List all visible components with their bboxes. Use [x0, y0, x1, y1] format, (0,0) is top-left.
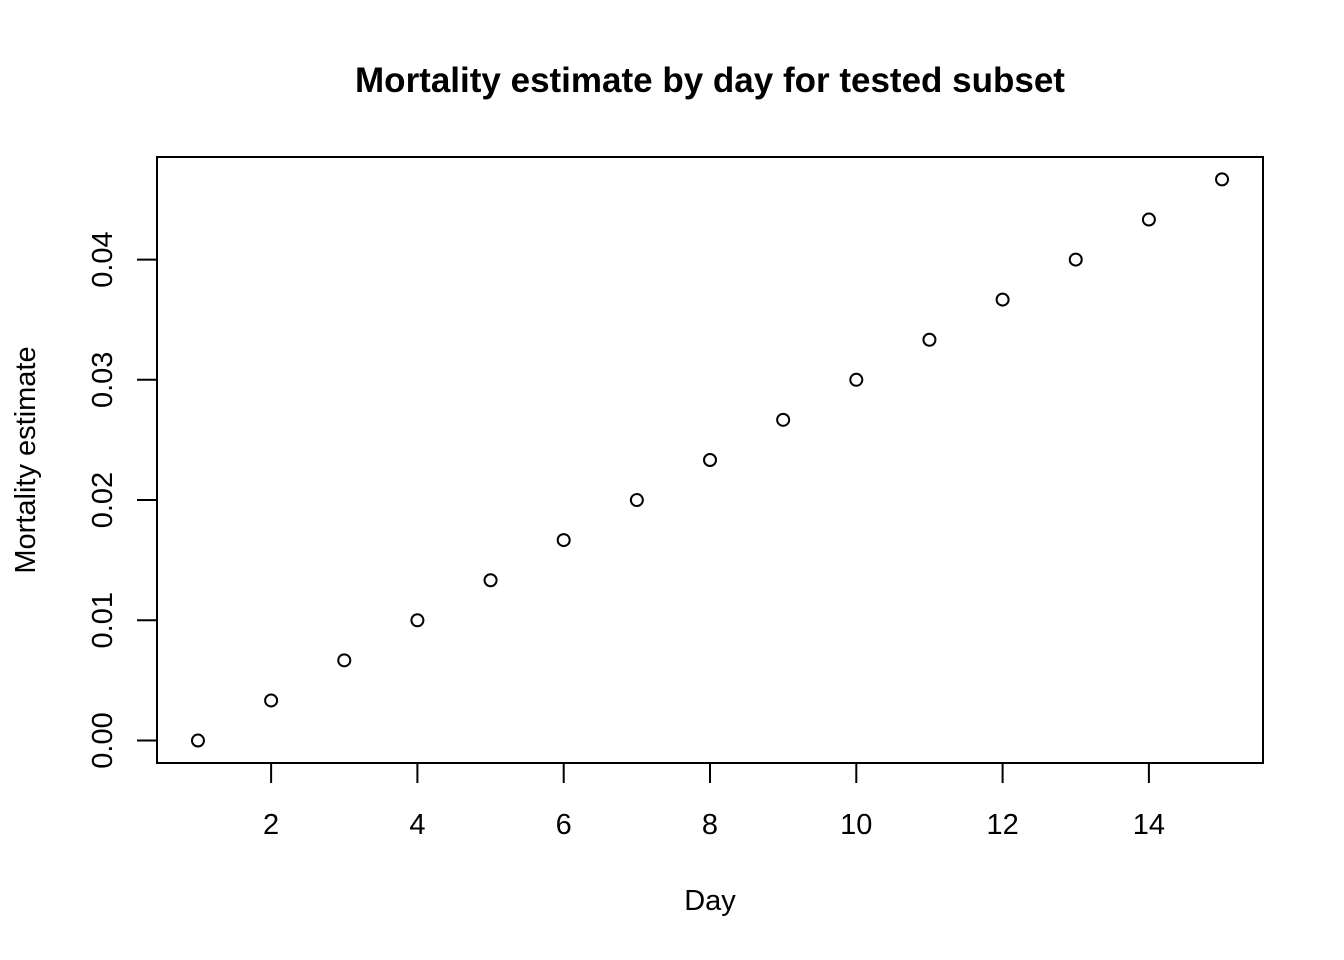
data-point — [483, 573, 498, 588]
data-point — [1068, 252, 1083, 267]
data-point — [1215, 172, 1230, 187]
data-point — [337, 653, 352, 668]
x-tick-label: 12 — [986, 809, 1018, 841]
x-tick-label: 14 — [1133, 809, 1165, 841]
y-tick-label: 0.04 — [87, 231, 119, 287]
data-point — [629, 493, 644, 508]
y-tick-label: 0.00 — [87, 712, 119, 768]
x-tick-label: 6 — [556, 809, 572, 841]
data-point — [703, 453, 717, 467]
data-point — [190, 733, 205, 748]
x-tick-label: 2 — [263, 809, 279, 841]
y-axis-label: Mortality estimate — [10, 346, 42, 573]
data-point — [922, 332, 937, 347]
y-axis: 0.00 0.01 0.02 0.03 0.04 — [87, 231, 158, 769]
y-tick-label: 0.02 — [87, 472, 119, 528]
data-point — [264, 693, 279, 708]
x-tick-label: 10 — [840, 809, 872, 841]
chart-title: Mortality estimate by day for tested sub… — [355, 61, 1065, 100]
x-axis-label: Day — [684, 885, 736, 917]
data-points — [190, 172, 1230, 748]
data-point — [776, 412, 791, 427]
x-tick-label: 4 — [409, 809, 425, 841]
plot-frame — [156, 156, 1264, 764]
x-tick-label: 8 — [702, 809, 718, 841]
data-point — [1141, 212, 1156, 227]
data-point — [995, 292, 1010, 307]
data-point — [849, 372, 864, 387]
x-axis: 2 4 6 8 10 12 14 — [263, 762, 1165, 841]
data-point — [410, 613, 425, 628]
y-tick-label: 0.01 — [87, 592, 119, 648]
y-tick-label: 0.03 — [87, 352, 119, 408]
data-point — [556, 533, 571, 548]
